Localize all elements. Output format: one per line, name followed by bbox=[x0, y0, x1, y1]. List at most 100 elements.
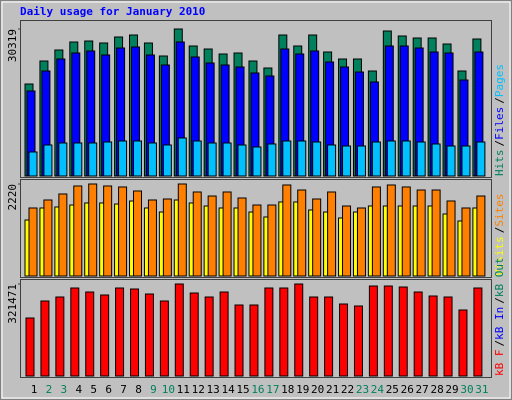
panel-frame bbox=[20, 179, 492, 278]
bar bbox=[413, 291, 423, 377]
bar bbox=[339, 303, 349, 377]
bar bbox=[386, 140, 396, 177]
bar bbox=[312, 198, 322, 277]
bar bbox=[70, 287, 80, 377]
bar bbox=[458, 309, 468, 377]
bar bbox=[327, 191, 337, 277]
bar bbox=[177, 183, 187, 277]
bar bbox=[133, 140, 143, 177]
x-tick-label: 19 bbox=[296, 383, 309, 396]
bar bbox=[207, 142, 217, 177]
bar bbox=[222, 191, 232, 277]
bar bbox=[476, 141, 486, 177]
x-tick-label: 15 bbox=[236, 383, 249, 396]
bar bbox=[133, 190, 143, 277]
x-tick-label: 2 bbox=[46, 383, 53, 396]
bar bbox=[461, 207, 471, 277]
x-tick-label: 29 bbox=[445, 383, 458, 396]
y-max-label: 2220 bbox=[6, 184, 19, 211]
x-tick-label: 3 bbox=[61, 383, 68, 396]
bar bbox=[55, 296, 65, 377]
bar bbox=[73, 185, 83, 277]
bar bbox=[279, 287, 289, 377]
bar bbox=[443, 296, 453, 377]
chart-title: Daily usage for January 2010 bbox=[20, 5, 205, 18]
bar bbox=[473, 287, 483, 377]
legend-separator: / bbox=[493, 340, 506, 347]
bar bbox=[401, 186, 411, 277]
legend: Visits /Sites bbox=[493, 194, 506, 277]
bar bbox=[446, 145, 456, 177]
legend-entry: Pages bbox=[493, 64, 506, 97]
bar bbox=[431, 189, 441, 277]
bar bbox=[115, 287, 125, 377]
bar bbox=[368, 285, 378, 377]
bar bbox=[461, 145, 471, 177]
bar bbox=[371, 141, 381, 177]
bar bbox=[147, 199, 157, 277]
y-max-label: 30319 bbox=[6, 29, 19, 62]
bar bbox=[130, 288, 140, 377]
bar bbox=[88, 183, 98, 277]
bar bbox=[88, 142, 98, 177]
bar bbox=[177, 137, 187, 177]
x-tick-label: 12 bbox=[192, 383, 205, 396]
bar bbox=[85, 291, 95, 377]
bar bbox=[297, 189, 307, 277]
bar bbox=[222, 142, 232, 177]
legend-separator: / bbox=[493, 227, 506, 234]
x-tick-label: 9 bbox=[150, 383, 157, 396]
bar bbox=[43, 144, 53, 177]
bar bbox=[446, 200, 456, 277]
bar bbox=[25, 317, 35, 377]
bar bbox=[356, 207, 366, 277]
legend: kB F/kB In/kB Out bbox=[493, 257, 506, 376]
bar bbox=[398, 286, 408, 377]
x-tick-label: 17 bbox=[266, 383, 279, 396]
panel-frame bbox=[20, 279, 492, 378]
legend-entry: Sites bbox=[493, 194, 506, 227]
bar bbox=[282, 184, 292, 277]
bar bbox=[147, 142, 157, 177]
bar bbox=[416, 189, 426, 277]
bar bbox=[28, 151, 38, 177]
bar bbox=[189, 292, 199, 377]
x-tick-label: 10 bbox=[162, 383, 175, 396]
x-tick-label: 14 bbox=[221, 383, 235, 396]
x-tick-label: 1 bbox=[31, 383, 38, 396]
x-tick-label: 6 bbox=[105, 383, 112, 396]
bar bbox=[162, 144, 172, 177]
bar bbox=[282, 140, 292, 177]
bar bbox=[43, 199, 53, 277]
x-tick-label: 27 bbox=[416, 383, 429, 396]
legend-separator: / bbox=[493, 97, 506, 104]
legend-entry: kB F bbox=[493, 350, 506, 377]
x-tick-label: 26 bbox=[401, 383, 414, 396]
bar bbox=[159, 300, 169, 377]
bar bbox=[324, 296, 334, 377]
x-tick-label: 25 bbox=[386, 383, 399, 396]
bar bbox=[309, 296, 319, 377]
y-max-label: 321471 bbox=[6, 284, 19, 324]
bar bbox=[294, 283, 304, 377]
x-tick-label: 8 bbox=[135, 383, 142, 396]
bar bbox=[219, 291, 229, 377]
panel-frame bbox=[20, 20, 492, 178]
bar bbox=[353, 305, 363, 377]
bar bbox=[431, 143, 441, 177]
bar bbox=[342, 205, 352, 277]
x-tick-label: 30 bbox=[460, 383, 473, 396]
legend-entry: Visits bbox=[493, 236, 506, 276]
bar bbox=[416, 141, 426, 177]
x-tick-label: 4 bbox=[75, 383, 82, 396]
bar bbox=[58, 193, 68, 277]
bar bbox=[207, 195, 217, 277]
bar bbox=[249, 304, 259, 377]
bar bbox=[204, 296, 214, 377]
bar bbox=[237, 197, 247, 277]
bar bbox=[40, 300, 50, 377]
bar bbox=[144, 293, 154, 377]
bar bbox=[58, 142, 68, 177]
